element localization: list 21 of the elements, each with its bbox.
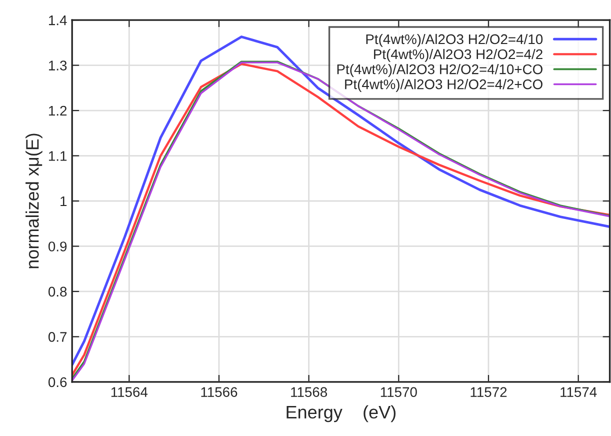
y-tick-label: 1 (60, 196, 67, 206)
x-tick-label: 11568 (291, 387, 328, 397)
y-tick-label: 0.9 (48, 242, 67, 252)
x-tick-label: 11570 (380, 387, 417, 397)
x-tick-label: 11574 (560, 387, 597, 397)
legend-label: Pt(4wt%)/Al2O3 H2/O2=4/2 (374, 48, 542, 62)
x-axis-title: Energy (eV) (286, 405, 396, 422)
legend-label: Pt(4wt%)/Al2O3 H2/O2=4/2+CO (345, 79, 542, 92)
x-tick-label: 11564 (111, 387, 148, 397)
y-tick-label: 1.1 (48, 151, 67, 161)
legend-label: Pt(4wt%)/Al2O3 H2/O2=4/10+CO (337, 64, 542, 77)
x-tick-label: 11566 (201, 387, 238, 397)
y-tick-label: 0.7 (48, 332, 67, 342)
y-tick-label: 1.3 (48, 60, 67, 70)
y-tick-label: 1.2 (48, 106, 67, 116)
y-tick-label: 0.8 (48, 286, 67, 297)
y-axis-title: normalized xμ(E) (26, 134, 42, 268)
x-tick-label: 11572 (470, 387, 507, 397)
y-tick-label: 0.6 (48, 377, 67, 388)
legend-label: Pt(4wt%)/Al2O3 H2/O2=4/10 (366, 34, 543, 47)
y-tick-label: 1.4 (48, 16, 67, 26)
